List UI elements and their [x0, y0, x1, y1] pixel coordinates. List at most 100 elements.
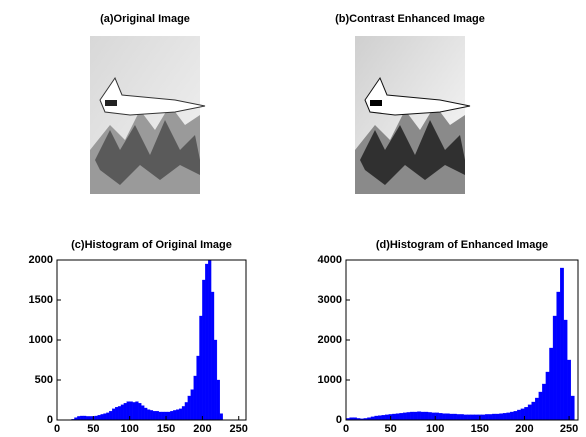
- bar: [216, 379, 220, 421]
- bar: [146, 409, 151, 421]
- bar: [485, 414, 489, 421]
- bar: [470, 414, 475, 421]
- bar: [149, 410, 154, 421]
- bar: [106, 412, 110, 421]
- bar: [135, 401, 139, 421]
- bar: [413, 411, 418, 421]
- bar: [417, 411, 422, 421]
- bar: [556, 291, 561, 421]
- y-tick-label: 0: [336, 414, 342, 426]
- bar: [196, 355, 200, 421]
- bar: [123, 403, 127, 421]
- bar: [167, 411, 171, 421]
- bar: [381, 415, 386, 421]
- bar: [449, 413, 454, 421]
- bar: [208, 259, 212, 421]
- bar: [103, 413, 107, 421]
- bar: [85, 416, 90, 421]
- bar: [155, 411, 159, 421]
- bar: [435, 412, 439, 421]
- bar: [88, 416, 93, 421]
- x-tick-label: 250: [560, 423, 578, 435]
- bar: [193, 375, 197, 421]
- jet: [99, 76, 206, 116]
- bar: [506, 412, 511, 421]
- x-tick-label: 100: [121, 423, 139, 435]
- chart-title: (d)Histogram of Enhanced Image: [376, 239, 548, 251]
- bar: [438, 413, 443, 421]
- bar: [210, 291, 215, 421]
- bar: [385, 414, 389, 421]
- bar: [502, 413, 507, 421]
- bar: [80, 415, 84, 421]
- bar: [481, 414, 486, 421]
- bar: [219, 413, 223, 421]
- bar: [152, 411, 157, 421]
- bar: [567, 359, 572, 421]
- bar: [531, 401, 536, 421]
- bar: [112, 408, 116, 421]
- bar: [563, 319, 568, 421]
- bar: [199, 315, 203, 421]
- bar: [431, 412, 436, 421]
- x-tick-label: 150: [471, 423, 489, 435]
- bar: [94, 415, 98, 421]
- chart-title: (c)Histogram of Original Image: [71, 239, 232, 251]
- bar: [109, 411, 113, 421]
- bar: [560, 267, 564, 421]
- bar: [202, 279, 206, 421]
- bar: [205, 263, 209, 421]
- x-tick-label: 50: [87, 423, 99, 435]
- bar: [570, 395, 575, 421]
- bar: [399, 413, 404, 421]
- bar: [395, 413, 400, 421]
- jet-detail: [370, 100, 382, 106]
- mountain-shadows: [360, 120, 465, 185]
- bar: [474, 414, 479, 421]
- bar: [161, 411, 165, 421]
- bar: [538, 391, 543, 421]
- bar: [97, 415, 101, 421]
- bar: [488, 414, 493, 421]
- bar: [517, 409, 522, 421]
- bar: [513, 411, 518, 421]
- bar: [178, 408, 183, 421]
- image-panel-b: (b)Contrast Enhanced Image: [335, 13, 485, 194]
- bar: [402, 412, 407, 421]
- bar: [184, 402, 188, 421]
- bar: [552, 315, 557, 421]
- x-tick-label: 200: [193, 423, 211, 435]
- y-tick-label: 1000: [318, 374, 342, 386]
- x-tick-label: 250: [230, 423, 248, 435]
- bar: [173, 410, 177, 421]
- bar: [392, 413, 397, 421]
- bar: [549, 347, 554, 421]
- bar: [213, 339, 218, 421]
- bar: [524, 407, 529, 421]
- bar: [467, 414, 472, 421]
- bar: [187, 395, 191, 421]
- bar: [100, 414, 104, 421]
- mountain-shadows: [95, 120, 200, 185]
- jet: [364, 76, 471, 116]
- bar: [120, 404, 125, 421]
- bar: [463, 414, 468, 421]
- bar: [452, 413, 457, 421]
- bar: [190, 389, 194, 421]
- bar: [374, 415, 379, 421]
- bar: [427, 412, 432, 421]
- bar: [141, 405, 145, 421]
- bar: [158, 411, 162, 421]
- x-tick-label: 50: [384, 423, 396, 435]
- bar: [115, 407, 119, 421]
- x-tick-label: 0: [54, 423, 60, 435]
- bar: [542, 383, 547, 421]
- x-tick-label: 100: [426, 423, 444, 435]
- y-tick-label: 2000: [29, 254, 53, 266]
- bar: [424, 411, 429, 421]
- bar: [445, 413, 450, 421]
- bar: [492, 413, 497, 421]
- y-tick-label: 2000: [318, 334, 342, 346]
- x-tick-label: 150: [157, 423, 175, 435]
- bar: [144, 407, 148, 421]
